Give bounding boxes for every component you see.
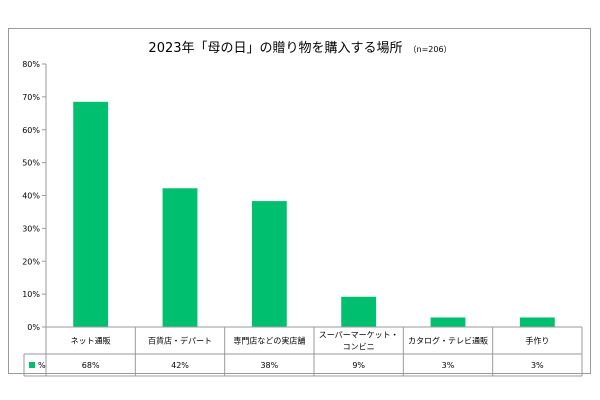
y-tick-label: 30% <box>22 224 40 233</box>
chart-subtitle: （n=206） <box>408 45 452 54</box>
category-label: 手作り <box>525 336 549 346</box>
category-label: 専門店などの実店舗 <box>233 336 305 346</box>
category-label: コンビニ <box>343 343 375 352</box>
y-tick-label: 60% <box>22 126 40 135</box>
y-tick-label: 50% <box>22 159 40 168</box>
bar <box>430 317 466 327</box>
bar <box>251 201 287 327</box>
data-value-label: 42% <box>171 361 189 370</box>
y-tick-label: 20% <box>22 257 40 266</box>
chart-title: 2023年「母の日」の贈り物を購入する場所 （n=206） <box>0 37 600 56</box>
category-label: カタログ・テレビ通販 <box>408 336 488 346</box>
data-value-label: 68% <box>82 361 100 370</box>
category-label: 百貨店・デパート <box>148 336 212 346</box>
data-value-label: 3% <box>531 361 544 370</box>
y-tick-label: 10% <box>22 290 40 299</box>
category-label: スーパーマーケット・ <box>319 331 399 340</box>
data-value-label: 9% <box>352 361 365 370</box>
category-label: ネット通販 <box>71 336 111 346</box>
bar <box>73 101 109 328</box>
data-value-label: 38% <box>260 361 278 370</box>
data-value-label: 3% <box>442 361 455 370</box>
legend-label: % <box>38 361 46 370</box>
y-tick-label: 0% <box>27 323 40 332</box>
bar <box>162 188 198 327</box>
bar <box>341 296 377 327</box>
y-tick-label: 40% <box>22 192 40 201</box>
legend-swatch <box>29 362 35 368</box>
chart-title-main: 2023年「母の日」の贈り物を購入する場所 <box>148 41 403 56</box>
y-tick-label: 80% <box>22 60 40 69</box>
bar <box>519 317 555 327</box>
y-tick-label: 70% <box>22 93 40 102</box>
